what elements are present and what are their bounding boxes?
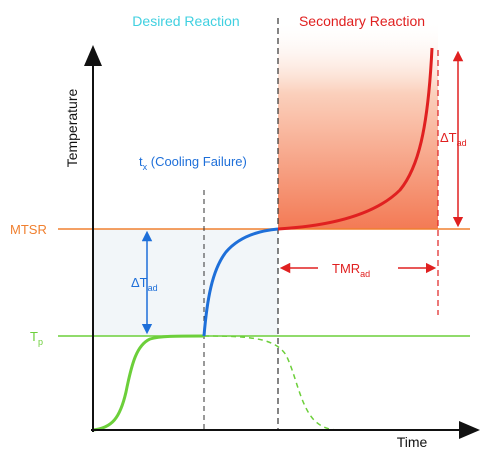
desired-reaction-label: Desired Reaction xyxy=(132,13,239,29)
normal-cooling-curve xyxy=(203,335,341,431)
y-axis-label: Temperature xyxy=(64,88,80,167)
tp-label: Tp xyxy=(30,329,43,347)
mtsr-label: MTSR xyxy=(10,222,47,237)
secondary-reaction-label: Secondary Reaction xyxy=(299,13,425,29)
tmr-label-bg xyxy=(318,258,398,280)
secondary-reaction-curve xyxy=(277,47,434,231)
delta-tad-right-label: ΔTad xyxy=(440,130,467,148)
secondary-reaction-zone xyxy=(278,20,438,229)
delta-tad-left-label: ΔTad xyxy=(131,275,158,293)
x-axis-arrow xyxy=(459,421,480,439)
cooling-failure-label: tx (Cooling Failure) xyxy=(139,154,247,172)
x-axis-label: Time xyxy=(397,434,428,450)
y-axis-arrow xyxy=(84,45,102,66)
adiabatic-rise-zone xyxy=(93,229,278,336)
process-curve xyxy=(92,334,205,432)
tmr-label: TMRad xyxy=(332,261,370,279)
cooling-failure-curve xyxy=(202,227,279,337)
